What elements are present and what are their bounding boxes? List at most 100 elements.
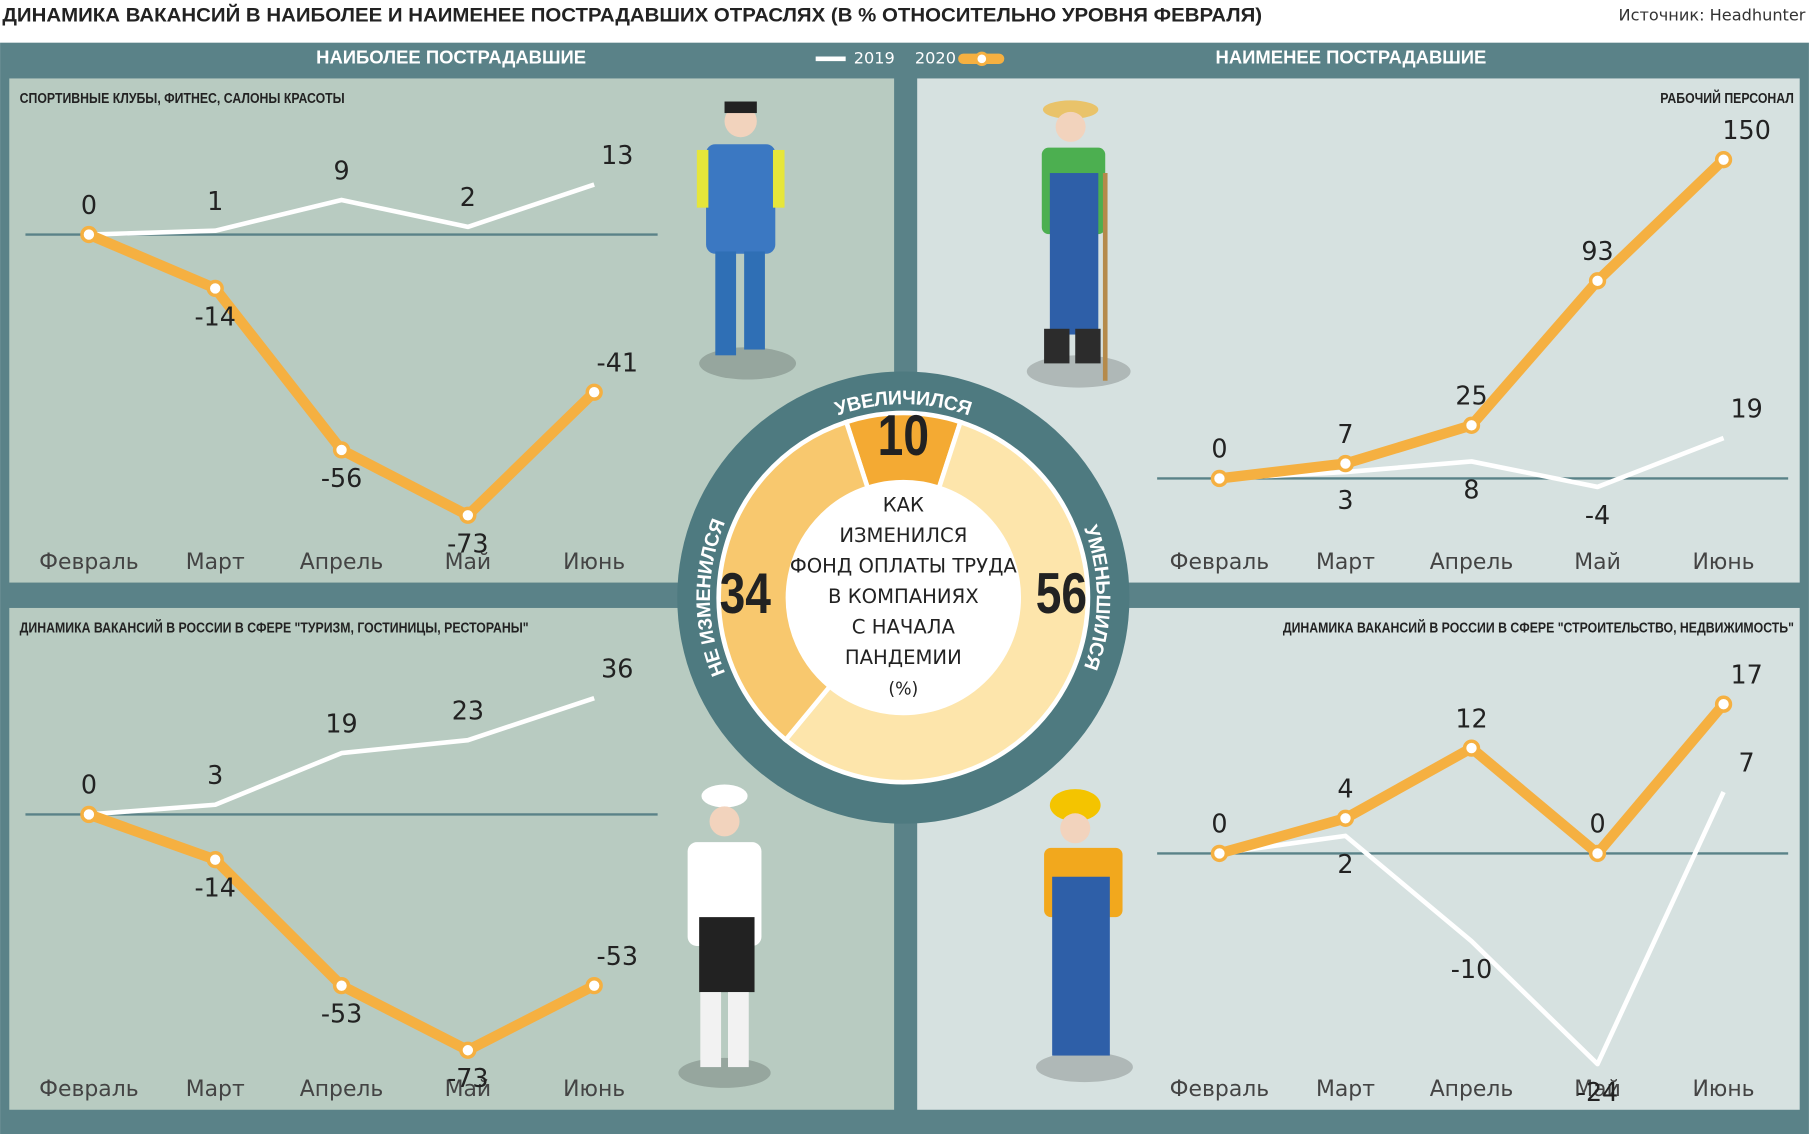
legend-label: 2020	[915, 48, 956, 67]
data-label: 2	[460, 182, 476, 212]
center-text: КАК	[883, 493, 924, 516]
data-label: -53	[321, 999, 362, 1029]
marker	[1462, 739, 1481, 757]
marker	[1210, 469, 1229, 488]
marker	[459, 1041, 477, 1059]
data-label: -24	[1577, 1077, 1618, 1107]
center-text: ФОНД ОПЛАТЫ ТРУДА	[790, 554, 1018, 577]
panel-title: ДИНАМИКА ВАКАНСИЙ В РОССИИ В СФЕРЕ "СТРО…	[1283, 617, 1794, 636]
marker	[80, 225, 98, 244]
data-label: 0	[1211, 809, 1227, 839]
data-label: -14	[195, 301, 236, 331]
data-label: 8	[1463, 474, 1479, 504]
marker	[206, 851, 224, 869]
segment-value: 34	[720, 562, 771, 626]
data-label: 3	[207, 760, 223, 790]
x-tick-label: Май	[1574, 1077, 1621, 1102]
line-2019	[1219, 435, 1725, 490]
marker	[1336, 454, 1355, 473]
x-tick-label: Апрель	[1430, 1077, 1514, 1102]
x-tick-label: Февраль	[39, 1077, 139, 1102]
data-label: 0	[1211, 434, 1227, 464]
data-label: 9	[333, 155, 349, 185]
data-label: 150	[1722, 115, 1770, 145]
data-label: 25	[1455, 381, 1487, 411]
data-label: -53	[597, 941, 638, 971]
x-tick-label: Май	[445, 1077, 492, 1102]
marker	[585, 383, 603, 401]
center-text: ПАНДЕМИИ	[845, 646, 962, 669]
marker	[1336, 809, 1355, 827]
figures	[678, 100, 1133, 1088]
data-label: 7	[1739, 747, 1755, 777]
x-tick-label: Июнь	[563, 1077, 625, 1102]
data-label: -10	[1451, 954, 1492, 984]
data-label: 7	[1337, 419, 1353, 449]
x-tick-label: Март	[1316, 550, 1375, 575]
center-text: (%)	[888, 679, 918, 699]
data-label: 13	[601, 140, 633, 170]
legend-marker	[974, 51, 990, 67]
marker	[1588, 272, 1607, 290]
marker	[1462, 416, 1481, 434]
data-label: 0	[81, 770, 97, 800]
marker	[332, 976, 351, 995]
marker	[332, 441, 351, 459]
legend-label: 2019	[854, 48, 895, 67]
section-header: НАИБОЛЕЕ ПОСТРАДАВШИЕ	[316, 47, 586, 68]
x-tick-label: Июнь	[1693, 1077, 1755, 1102]
x-tick-label: Май	[1574, 550, 1621, 575]
x-tick-label: Июнь	[563, 550, 625, 575]
data-label: 93	[1581, 236, 1613, 266]
panel-title: РАБОЧИЙ ПЕРСОНАЛ	[1660, 88, 1794, 107]
data-label: 0	[1589, 809, 1605, 839]
marker	[1210, 844, 1229, 863]
section-header: НАИМЕНЕЕ ПОСТРАДАВШИЕ	[1216, 47, 1487, 68]
segment-value: 10	[878, 404, 929, 468]
marker	[206, 279, 224, 298]
title: ДИНАМИКА ВАКАНСИЙ В НАИБОЛЕЕ И НАИМЕНЕЕ …	[2, 2, 1262, 26]
marker	[80, 805, 98, 824]
data-label: 36	[601, 653, 633, 683]
data-label: -73	[447, 528, 488, 558]
data-label: 23	[452, 695, 484, 725]
x-tick-label: Апрель	[1430, 550, 1514, 575]
data-label: -4	[1585, 500, 1610, 530]
x-tick-label: Май	[445, 550, 492, 575]
center-text: ИЗМЕНИЛСЯ	[839, 524, 967, 547]
data-label: 4	[1337, 774, 1353, 804]
data-label: -73	[447, 1063, 488, 1093]
panel-title: СПОРТИВНЫЕ КЛУБЫ, ФИТНЕС, САЛОНЫ КРАСОТЫ	[20, 90, 345, 106]
data-label: -56	[321, 463, 362, 493]
x-tick-label: Апрель	[300, 1077, 384, 1102]
marker	[1714, 695, 1733, 713]
data-label: 0	[81, 190, 97, 220]
marker	[1714, 151, 1733, 169]
x-tick-label: Апрель	[300, 550, 384, 575]
center-text: С НАЧАЛА	[852, 616, 956, 639]
x-tick-label: Февраль	[1170, 1077, 1270, 1102]
data-label: 2	[1337, 849, 1353, 879]
line-2019	[1219, 791, 1726, 1067]
data-label: 17	[1730, 660, 1762, 690]
data-label: 3	[1337, 485, 1353, 515]
data-label: -41	[597, 348, 638, 378]
segment-value: 56	[1036, 562, 1087, 626]
line-2019	[88, 695, 595, 817]
donut-hole	[787, 482, 1019, 713]
data-label: -14	[195, 873, 236, 903]
x-tick-label: Февраль	[1170, 550, 1270, 575]
source: Источник: Headhunter	[1619, 6, 1806, 25]
marker	[1588, 844, 1607, 863]
x-tick-label: Март	[1316, 1077, 1375, 1102]
data-label: 1	[207, 186, 223, 216]
data-label: 19	[325, 708, 357, 738]
marker	[459, 506, 477, 524]
data-label: 19	[1730, 393, 1762, 423]
x-tick-label: Март	[186, 1077, 245, 1102]
line-2019	[88, 182, 595, 237]
x-tick-label: Февраль	[39, 550, 139, 575]
panel-title: ДИНАМИКА ВАКАНСИЙ В РОССИИ В СФЕРЕ "ТУРИ…	[20, 617, 529, 636]
x-tick-label: Март	[186, 550, 245, 575]
center-text: В КОМПАНИЯХ	[828, 585, 979, 608]
